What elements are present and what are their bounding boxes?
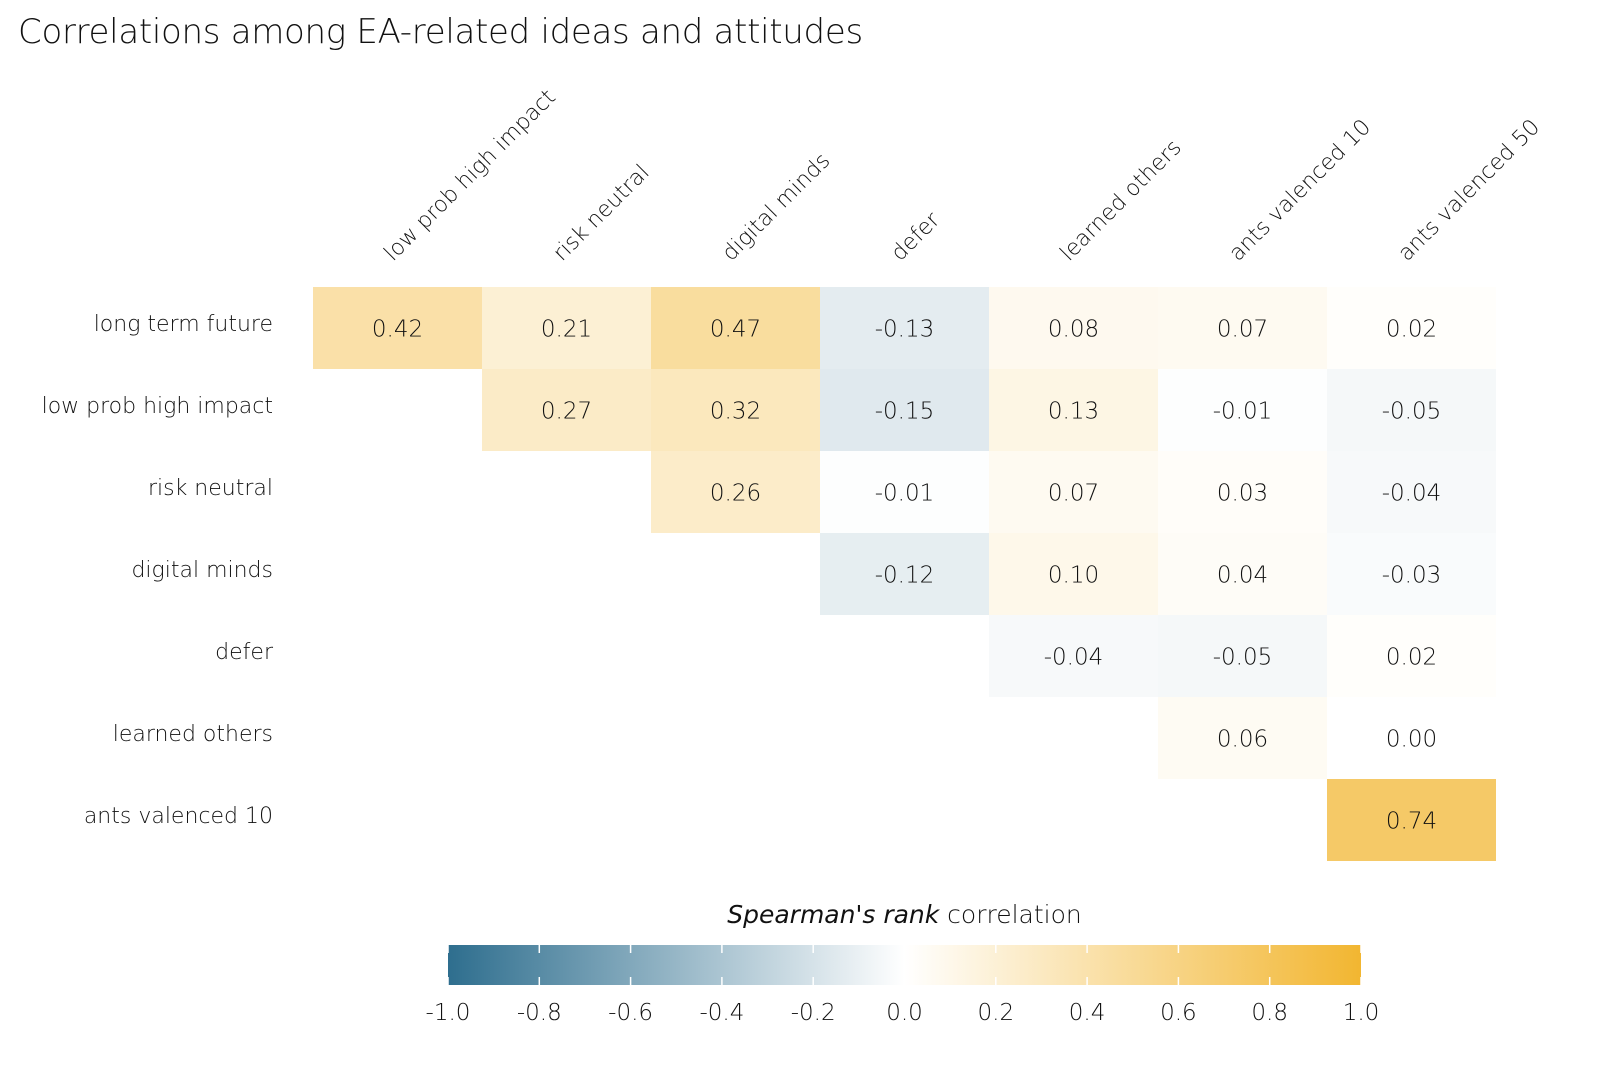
cell-value-label: 0.02 (1386, 317, 1437, 343)
cell-value-label: -0.03 (1382, 563, 1442, 589)
cell-value-label: 0.47 (710, 317, 761, 343)
colorbar-title-rest: correlation (939, 900, 1082, 929)
cell-value-label: 0.08 (1048, 317, 1099, 343)
heatmap-cell (989, 369, 1158, 451)
cell-value-label: 0.04 (1217, 563, 1268, 589)
row-label: defer (215, 640, 274, 665)
row-label: low prob high impact (42, 394, 273, 419)
colorbar-tick-label: -0.8 (517, 1000, 562, 1026)
heatmap-cell (482, 287, 651, 369)
heatmap-cell (1158, 615, 1327, 697)
colorbar-ticks (447, 945, 1362, 985)
cell-value-label: -0.05 (1213, 645, 1273, 671)
heatmap-cell (1327, 287, 1496, 369)
cell-value-label: 0.07 (1048, 481, 1099, 507)
heatmap-cell (1158, 533, 1327, 615)
colorbar-tick-label: 0.2 (978, 1000, 1015, 1026)
heatmap-cell (313, 287, 482, 369)
cell-value-label: 0.42 (372, 317, 423, 343)
heatmap-cell (989, 287, 1158, 369)
cell-value-label: -0.01 (1213, 399, 1273, 425)
cell-value-label: -0.12 (875, 563, 935, 589)
column-label: ants valenced 50 (1394, 115, 1545, 266)
row-label: learned others (113, 722, 273, 747)
heatmap-cell (1327, 697, 1496, 779)
heatmap-cell (482, 369, 651, 451)
heatmap-cells (313, 287, 1496, 861)
cell-value-label: 0.00 (1386, 727, 1437, 753)
chart-title: Correlations among EA-related ideas and … (18, 12, 863, 52)
cell-value-label: 0.27 (541, 399, 592, 425)
heatmap-cell (1327, 615, 1496, 697)
cell-value-label: 0.26 (710, 481, 761, 507)
heatmap-cell-labels: 0.42 0.21 0.47 -0.13 0.08 0.07 0.02 0.27 0.32 -0.… (372, 317, 1441, 835)
colorbar-tick-label: 0.6 (1160, 1000, 1197, 1026)
column-label: ants valenced 10 (1225, 115, 1376, 266)
heatmap-cell (989, 451, 1158, 533)
colorbar-legend: Spearman's rank correlation -1.0 -0.8 -0.6… (426, 900, 1380, 1026)
cell-value-label: 0.32 (710, 399, 761, 425)
row-axis-labels: long term future low prob high impact risk… (42, 312, 274, 829)
heatmap-cell (1327, 451, 1496, 533)
column-label: low prob high impact (380, 85, 561, 266)
cell-value-label: 0.06 (1217, 727, 1268, 753)
colorbar-tick-labels: -1.0 -0.8 -0.6 -0.4 -0.2 0.0 0.2 0.4 0.6 0.8 1.0 (426, 1000, 1380, 1026)
cell-value-label: 0.03 (1217, 481, 1268, 507)
cell-value-label: 0.02 (1386, 645, 1437, 671)
column-label: digital minds (718, 148, 836, 266)
heatmap-cell (820, 533, 989, 615)
colorbar-tick-label: -0.4 (699, 1000, 744, 1026)
colorbar-tick-label: -1.0 (426, 1000, 471, 1026)
cell-value-label: 0.13 (1048, 399, 1099, 425)
heatmap-cell (1327, 369, 1496, 451)
cell-value-label: -0.04 (1044, 645, 1104, 671)
heatmap-cell (651, 451, 820, 533)
colorbar-tick-label: 0.4 (1069, 1000, 1106, 1026)
colorbar-tick-label: 0.0 (886, 1000, 923, 1026)
cell-value-label: 0.74 (1386, 809, 1437, 835)
column-label: learned others (1056, 135, 1187, 266)
colorbar-title-italic: Spearman's rank (727, 900, 941, 929)
heatmap-cell (820, 287, 989, 369)
cell-value-label: -0.15 (875, 399, 935, 425)
heatmap-cell (651, 369, 820, 451)
column-label: risk neutral (549, 160, 655, 266)
colorbar-title: Spearman's rank correlation (727, 900, 1082, 929)
heatmap-cell (820, 451, 989, 533)
row-label: risk neutral (148, 476, 273, 501)
heatmap-cell (1327, 779, 1496, 861)
heatmap-cell (989, 615, 1158, 697)
heatmap-cell (820, 369, 989, 451)
colorbar-tick-label: -0.6 (608, 1000, 653, 1026)
heatmap-cell (1158, 697, 1327, 779)
row-label: ants valenced 10 (84, 804, 273, 829)
heatmap-cell (1158, 369, 1327, 451)
cell-value-label: -0.13 (875, 317, 935, 343)
heatmap-cell (989, 533, 1158, 615)
cell-value-label: 0.21 (541, 317, 592, 343)
row-label: long term future (94, 312, 273, 337)
colorbar-tick-label: 0.8 (1251, 1000, 1288, 1026)
cell-value-label: -0.04 (1382, 481, 1442, 507)
heatmap-cell (1327, 533, 1496, 615)
heatmap-cell (1158, 287, 1327, 369)
cell-value-label: -0.05 (1382, 399, 1442, 425)
cell-value-label: 0.07 (1217, 317, 1268, 343)
row-label: digital minds (131, 558, 273, 583)
colorbar-tick-label: -0.2 (791, 1000, 836, 1026)
cell-value-label: -0.01 (875, 481, 935, 507)
heatmap-cell (1158, 451, 1327, 533)
heatmap-cell (651, 287, 820, 369)
column-label: defer (887, 207, 946, 266)
colorbar-tick-label: 1.0 (1343, 1000, 1380, 1026)
cell-value-label: 0.10 (1048, 563, 1099, 589)
